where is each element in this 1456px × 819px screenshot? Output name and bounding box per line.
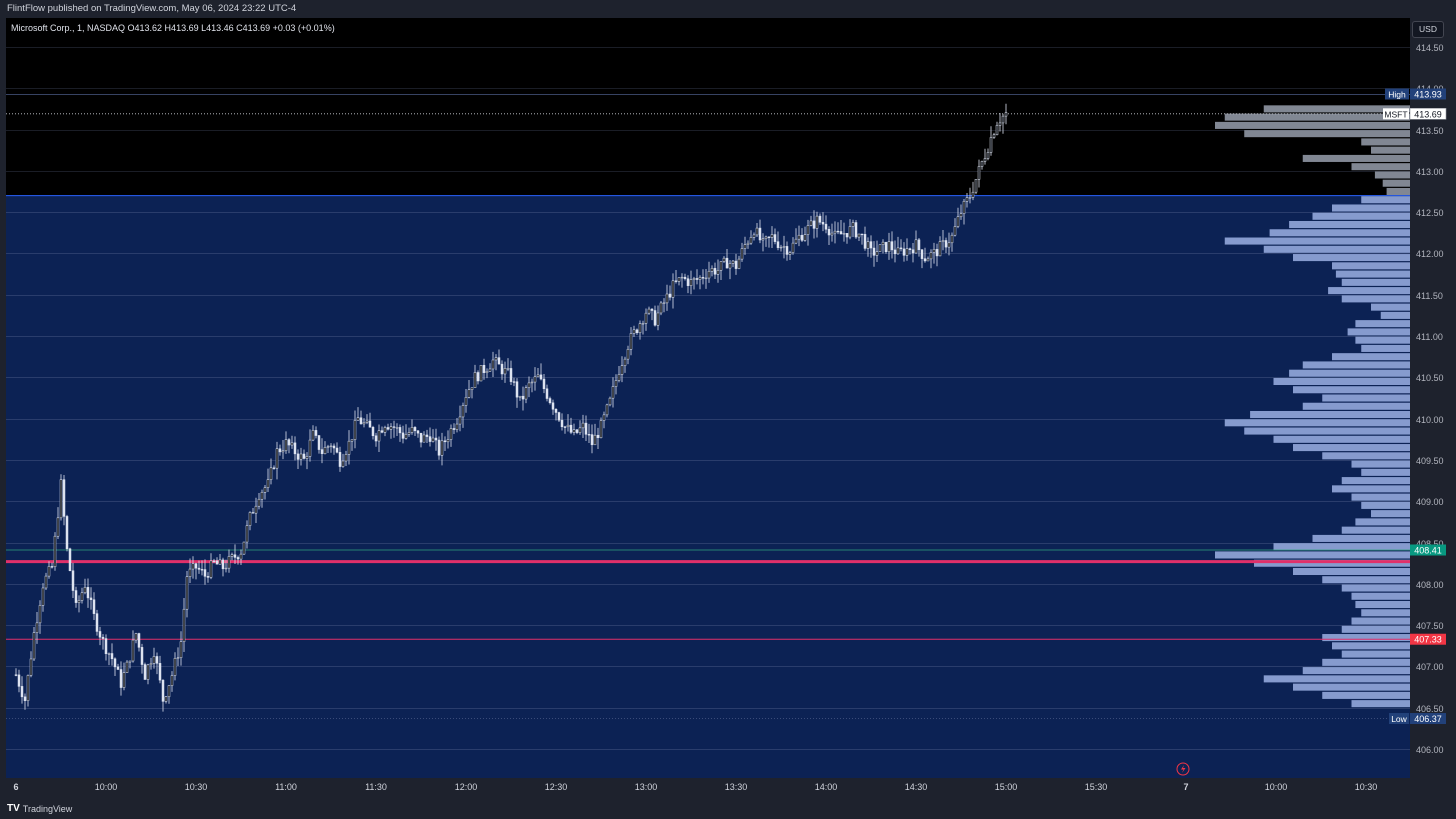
symbol-legend[interactable]: Microsoft Corp., 1, NASDAQ O413.62 H413.… bbox=[11, 23, 335, 33]
green-price-tag: 408.41 bbox=[1414, 546, 1442, 556]
currency-button[interactable]: USD bbox=[1412, 21, 1444, 38]
y-tick-label: 413.50 bbox=[1416, 126, 1444, 136]
last-price-tag-bg bbox=[1409, 108, 1447, 120]
x-tick-label: 14:30 bbox=[905, 782, 928, 792]
y-tick-label: 412.00 bbox=[1416, 249, 1444, 259]
publish-bar: FlintFlow published on TradingView.com, … bbox=[0, 0, 1456, 18]
low-price-tag-bg bbox=[1410, 713, 1446, 725]
x-tick-label: 15:30 bbox=[1085, 782, 1108, 792]
y-tick-label: 408.00 bbox=[1416, 580, 1444, 590]
red-price-tag-bg bbox=[1410, 633, 1446, 645]
y-tick-label: 414.00 bbox=[1416, 84, 1444, 94]
price-axis: 414.50 414.00 413.50 413.00 412.50 412.00 411.… bbox=[1416, 43, 1444, 755]
high-price-tag: 413.93 bbox=[1414, 90, 1442, 100]
x-tick-label: 11:30 bbox=[365, 782, 387, 792]
y-tick-label: 408.50 bbox=[1416, 539, 1444, 549]
y-tick-label: 412.50 bbox=[1416, 208, 1444, 218]
x-tick-label: 12:30 bbox=[545, 782, 568, 792]
x-tick-label: 10:00 bbox=[1265, 782, 1288, 792]
y-tick-label: 411.50 bbox=[1416, 291, 1443, 301]
last-price-tag: 413.69 bbox=[1414, 109, 1442, 119]
y-tick-label: 410.50 bbox=[1416, 373, 1444, 383]
x-tick-label: 10:30 bbox=[185, 782, 208, 792]
footer-bar: TV TradingView bbox=[0, 798, 1456, 819]
y-tick-label: 410.00 bbox=[1416, 415, 1444, 425]
y-tick-label: 407.50 bbox=[1416, 621, 1444, 631]
tradingview-brand[interactable]: TV TradingView bbox=[7, 803, 72, 814]
y-tick-label: 407.00 bbox=[1416, 662, 1444, 672]
low-price-tag: 406.37 bbox=[1414, 714, 1442, 724]
y-tick-label: 414.50 bbox=[1416, 43, 1444, 53]
brand-name: TradingView bbox=[22, 803, 73, 814]
x-tick-label: 11:00 bbox=[275, 782, 297, 792]
green-price-tag-bg bbox=[1410, 544, 1446, 556]
y-tick-label: 413.00 bbox=[1416, 167, 1444, 177]
time-axis: 6 10:00 10:30 11:00 11:30 12:00 12:30 13:00 13:3… bbox=[13, 782, 1377, 792]
x-tick-label: 10:30 bbox=[1355, 782, 1378, 792]
x-tick-label: 6 bbox=[13, 782, 18, 792]
high-price-tag-bg bbox=[1410, 88, 1446, 100]
x-tick-label: 12:00 bbox=[455, 782, 478, 792]
y-tick-label: 409.00 bbox=[1416, 497, 1444, 507]
red-price-tag: 407.33 bbox=[1414, 635, 1442, 645]
y-tick-label: 406.50 bbox=[1416, 704, 1444, 714]
y-tick-label: 409.50 bbox=[1416, 456, 1444, 466]
y-tick-label: 411.00 bbox=[1416, 332, 1443, 342]
chart-pane[interactable] bbox=[6, 18, 1410, 778]
x-tick-label: 10:00 bbox=[95, 782, 118, 792]
x-tick-label: 7 bbox=[1183, 782, 1188, 792]
x-tick-label: 13:00 bbox=[635, 782, 658, 792]
x-tick-label: 15:00 bbox=[995, 782, 1018, 792]
y-tick-label: 406.00 bbox=[1416, 745, 1444, 755]
x-tick-label: 13:30 bbox=[725, 782, 748, 792]
x-tick-label: 14:00 bbox=[815, 782, 838, 792]
tradingview-logo-icon: TV bbox=[7, 803, 20, 814]
publish-info: FlintFlow published on TradingView.com, … bbox=[7, 3, 297, 14]
